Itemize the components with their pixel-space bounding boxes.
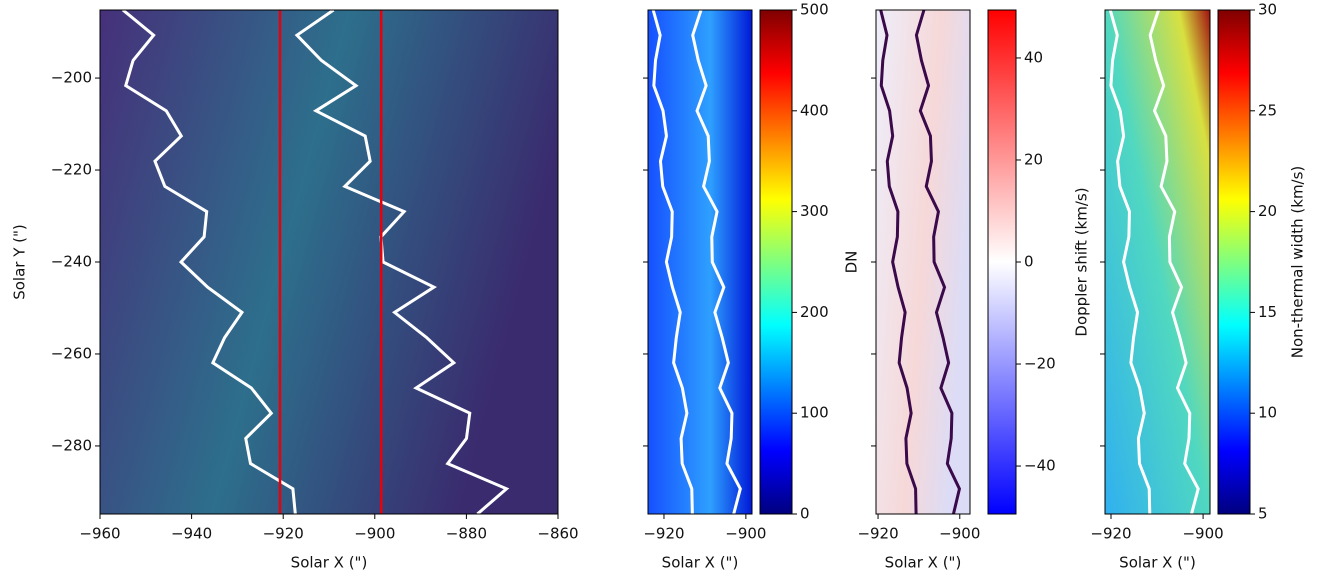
x-tick-label: −920 <box>263 525 304 543</box>
y-tick-label: −260 <box>51 344 92 362</box>
x-tick-label: −860 <box>537 525 578 543</box>
contour <box>121 8 297 515</box>
y-tick-label: −240 <box>51 253 92 271</box>
contour <box>1108 9 1152 515</box>
colorbar-label: DN <box>843 251 861 274</box>
x-axis-label: Solar X (") <box>885 554 962 572</box>
x-tick-label: −920 <box>1090 525 1131 543</box>
contour <box>294 8 510 516</box>
colorbar-tick-label: 500 <box>800 1 829 19</box>
colorbar-tick-label: 20 <box>1258 202 1277 220</box>
contour <box>651 9 694 515</box>
colorbar-tick-label: 400 <box>800 101 829 119</box>
colorbar-label: Doppler shift (km/s) <box>1073 187 1091 336</box>
x-axis-label: Solar X (") <box>1119 554 1196 572</box>
image <box>648 10 752 514</box>
y-tick-label: −280 <box>51 436 92 454</box>
colorbar-label: Non-thermal width (km/s) <box>1289 166 1307 359</box>
x-tick-label: −880 <box>446 525 487 543</box>
x-tick-label: −900 <box>354 525 395 543</box>
x-tick-label: −960 <box>79 525 120 543</box>
contour <box>1148 9 1200 515</box>
x-tick-label: −920 <box>643 525 684 543</box>
y-axis-label: Solar Y (") <box>11 224 29 300</box>
colorbar-tick-label: 40 <box>1024 48 1043 66</box>
colorbar-tick-label: 0 <box>800 505 810 523</box>
colorbar-tick-label: −20 <box>1024 355 1056 373</box>
colorbar-tick-label: −40 <box>1024 457 1056 475</box>
x-tick-label: −920 <box>857 525 898 543</box>
y-tick-label: −200 <box>51 69 92 87</box>
image <box>100 10 558 514</box>
colorbar <box>987 9 1017 515</box>
x-tick-label: −900 <box>939 525 980 543</box>
x-tick-label: −900 <box>1182 525 1223 543</box>
contour <box>879 9 918 515</box>
x-axis-label: Solar X (") <box>662 554 739 572</box>
x-tick-label: −940 <box>171 525 212 543</box>
image <box>876 10 970 514</box>
colorbar-tick-label: 10 <box>1258 404 1277 422</box>
colorbar-tick-label: 15 <box>1258 303 1277 321</box>
colorbar <box>1217 9 1251 515</box>
image <box>1105 10 1210 514</box>
colorbar-tick-label: 5 <box>1258 505 1268 523</box>
colorbar <box>759 9 793 515</box>
colorbar-tick-label: 200 <box>800 303 829 321</box>
contour <box>914 9 962 515</box>
y-tick-label: −220 <box>51 161 92 179</box>
colorbar-tick-label: 25 <box>1258 101 1277 119</box>
colorbar-tick-label: 0 <box>1024 253 1034 271</box>
contour <box>691 9 742 515</box>
colorbar-tick-label: 100 <box>800 404 829 422</box>
colorbar-tick-label: 30 <box>1258 1 1277 19</box>
colorbar-tick-label: 20 <box>1024 150 1043 168</box>
x-tick-label: −900 <box>725 525 766 543</box>
x-axis-label: Solar X (") <box>291 554 368 572</box>
colorbar-tick-label: 300 <box>800 202 829 220</box>
